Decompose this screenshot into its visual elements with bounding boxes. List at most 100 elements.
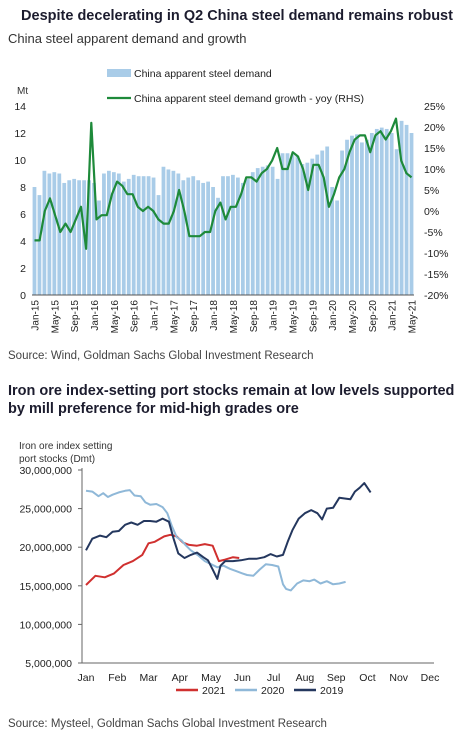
y-tick-label: 10,000,000 bbox=[19, 619, 72, 631]
x-tick-label: Jan-20 bbox=[328, 300, 339, 331]
steel-demand-bar bbox=[32, 187, 37, 295]
series-line-2019 bbox=[85, 482, 372, 580]
y2-tick-label: -20% bbox=[424, 290, 449, 302]
legend-2021-label: 2021 bbox=[202, 685, 226, 697]
steel-demand-bar bbox=[151, 177, 156, 295]
steel-demand-bar bbox=[360, 142, 364, 295]
legend-bar-label: China apparent steel demand bbox=[134, 68, 272, 80]
steel-demand-bar bbox=[345, 139, 349, 295]
steel-demand-bar bbox=[330, 187, 335, 295]
y2-tick-label: -10% bbox=[424, 248, 449, 260]
steel-demand-bar bbox=[389, 133, 394, 295]
steel-demand-bar bbox=[116, 173, 121, 295]
steel-demand-bar bbox=[350, 135, 354, 295]
steel-demand-bar bbox=[67, 180, 72, 295]
x-tick-label: May-18 bbox=[229, 300, 240, 334]
x-tick-label: Jan-16 bbox=[90, 300, 101, 331]
steel-demand-bar bbox=[260, 166, 265, 295]
steel-demand-bar bbox=[176, 173, 181, 295]
steel-demand-bar bbox=[107, 170, 111, 295]
y-tick-label: 4 bbox=[20, 236, 26, 248]
y-tick-label: 12 bbox=[14, 128, 26, 140]
x-tick-label: May-19 bbox=[289, 300, 300, 334]
steel-demand-bar bbox=[245, 178, 250, 295]
steel-demand-bar bbox=[111, 172, 116, 295]
x-tick-label: Sep-17 bbox=[189, 300, 200, 333]
y2-tick-label: 0% bbox=[424, 206, 439, 218]
legend-bar-swatch bbox=[107, 69, 131, 77]
x-tick-label: Mar bbox=[139, 672, 158, 684]
steel-demand-bar bbox=[399, 120, 404, 295]
steel-demand-bar bbox=[364, 139, 369, 295]
steel-demand-bar bbox=[201, 182, 206, 295]
chart2-svg: Iron ore index setting port stocks (Dmt)… bbox=[19, 441, 440, 697]
x-tick-label: May-21 bbox=[408, 300, 419, 334]
steel-demand-bar bbox=[320, 150, 325, 295]
x-tick-label: May-16 bbox=[110, 300, 121, 334]
steel-demand-bar bbox=[255, 168, 260, 295]
x-tick-label: Sep-15 bbox=[70, 300, 81, 333]
y-tick-label: 8 bbox=[20, 182, 26, 194]
x-tick-label: Dec bbox=[421, 672, 440, 684]
x-tick-label: May-17 bbox=[169, 300, 180, 334]
x-tick-label: Jun bbox=[234, 672, 251, 684]
y-tick-label: 2 bbox=[20, 263, 26, 275]
steel-demand-bar bbox=[340, 150, 344, 295]
x-tick-label: Apr bbox=[172, 672, 189, 684]
steel-demand-bar bbox=[295, 155, 300, 295]
steel-demand-bar bbox=[37, 195, 42, 295]
chart2-ylabel-line1: Iron ore index setting bbox=[19, 441, 112, 452]
x-tick-label: Jan-21 bbox=[388, 300, 399, 331]
x-tick-label: Jan-18 bbox=[209, 300, 220, 331]
y-tick-label: 10 bbox=[14, 155, 26, 167]
chart2-ylabel-line2: port stocks (Dmt) bbox=[19, 454, 95, 465]
steel-demand-bar bbox=[290, 154, 295, 295]
y2-tick-label: -15% bbox=[424, 269, 449, 281]
x-tick-label: Nov bbox=[389, 672, 408, 684]
legend-2019-label: 2019 bbox=[320, 685, 344, 697]
steel-demand-bar bbox=[171, 170, 176, 295]
series-line-2021 bbox=[85, 533, 240, 586]
steel-demand-bar bbox=[265, 165, 270, 295]
steel-demand-bar bbox=[355, 134, 359, 295]
x-tick-label: May-20 bbox=[348, 300, 359, 334]
series-yoy-growth-line bbox=[34, 117, 413, 250]
y-tick-label: 15,000,000 bbox=[19, 581, 72, 593]
chart1-subtitle: China steel apparent demand and growth bbox=[8, 31, 247, 46]
x-tick-label: May-15 bbox=[50, 300, 61, 334]
y-tick-label: 25,000,000 bbox=[19, 504, 72, 516]
x-tick-label: Feb bbox=[108, 672, 126, 684]
steel-demand-bar bbox=[62, 182, 67, 295]
steel-demand-bar bbox=[72, 178, 77, 295]
steel-demand-bar bbox=[369, 133, 374, 295]
y-tick-label: 0 bbox=[20, 290, 26, 302]
chart1-title: Despite decelerating in Q2 China steel d… bbox=[21, 8, 453, 24]
steel-demand-bar bbox=[181, 180, 186, 295]
x-tick-label: Aug bbox=[296, 672, 315, 684]
steel-demand-bar bbox=[47, 173, 52, 295]
x-tick-label: Jul bbox=[267, 672, 280, 684]
steel-demand-bar bbox=[335, 200, 339, 295]
x-tick-label: May bbox=[201, 672, 222, 684]
steel-demand-bar bbox=[77, 180, 82, 295]
steel-demand-bar bbox=[102, 173, 106, 295]
steel-demand-bar bbox=[275, 178, 280, 295]
steel-demand-bar bbox=[87, 180, 91, 295]
steel-demand-bar bbox=[240, 182, 245, 295]
y-tick-label: 6 bbox=[20, 209, 26, 221]
steel-demand-bar bbox=[52, 172, 57, 295]
legend-2020-label: 2020 bbox=[261, 685, 285, 697]
steel-demand-bar bbox=[186, 177, 191, 295]
y2-tick-label: -5% bbox=[424, 227, 443, 239]
y2-tick-label: 15% bbox=[424, 143, 445, 155]
steel-demand-bar bbox=[166, 169, 171, 295]
steel-demand-bar bbox=[57, 173, 62, 295]
steel-demand-bar bbox=[121, 181, 126, 295]
x-tick-label: Sep-19 bbox=[308, 300, 319, 333]
steel-demand-bar bbox=[42, 170, 47, 295]
chart2-title: Iron ore index-setting port stocks remai… bbox=[8, 383, 455, 417]
steel-demand-bar bbox=[141, 176, 146, 295]
steel-demand-bar bbox=[211, 187, 215, 295]
y2-tick-label: 10% bbox=[424, 164, 445, 176]
steel-demand-bar bbox=[285, 153, 290, 295]
